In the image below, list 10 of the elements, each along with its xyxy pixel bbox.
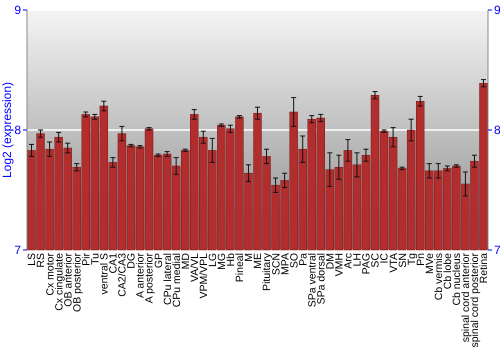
- y2-tick-label: 9: [494, 3, 500, 18]
- y-tick-label: 9: [14, 3, 22, 18]
- x-tick-label: RS: [35, 253, 48, 268]
- y-tick-label: 8: [14, 123, 22, 138]
- y2-tick-label: 8: [494, 123, 500, 138]
- y2-tick-label: 7: [494, 243, 500, 258]
- y-axis-title: Log2 (expression): [0, 82, 14, 178]
- x-tick-label: Cb lobe: [442, 252, 454, 290]
- x-tick-label: DG: [126, 253, 138, 269]
- y-tick-label: 7: [14, 243, 22, 258]
